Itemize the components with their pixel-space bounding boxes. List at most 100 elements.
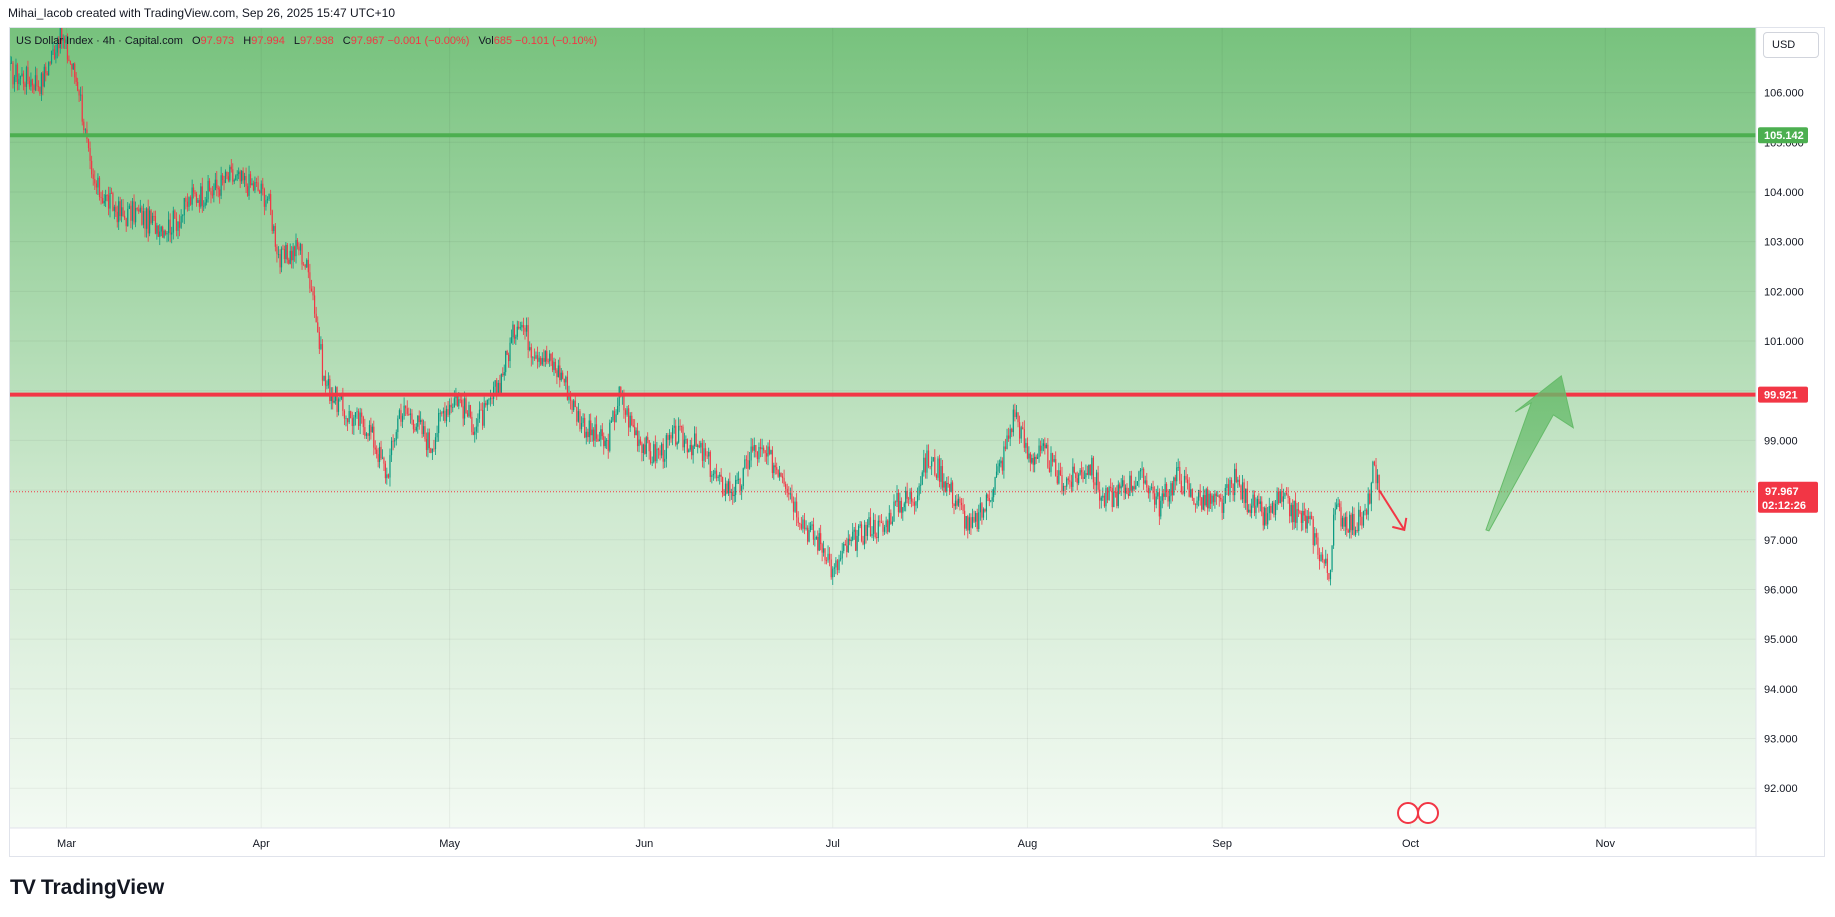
candle-body: [430, 448, 432, 453]
candle-body: [207, 180, 209, 200]
candle-body: [257, 182, 259, 191]
candle-body: [998, 463, 1001, 467]
candle: [729, 472, 731, 502]
candle-body: [719, 474, 721, 477]
candle: [149, 206, 151, 237]
candle: [1011, 427, 1013, 438]
candle-body: [645, 437, 647, 454]
candle-body: [849, 538, 851, 541]
candle-body: [417, 415, 419, 427]
candle: [585, 426, 587, 445]
candle-body: [609, 422, 611, 451]
candle-body: [1079, 470, 1081, 475]
candle: [295, 233, 297, 264]
candle: [462, 398, 464, 427]
candle-body: [656, 448, 658, 462]
candle-body: [182, 215, 184, 217]
candle-body: [118, 201, 120, 223]
candle: [571, 399, 573, 415]
candle: [924, 453, 926, 479]
candle: [72, 62, 74, 70]
candle: [871, 526, 873, 539]
candle-body: [1318, 554, 1321, 562]
candle: [982, 507, 985, 521]
time-tick-label: Jul: [826, 838, 840, 850]
candle: [153, 210, 155, 222]
candle-body: [1000, 460, 1002, 464]
candle: [1264, 506, 1266, 530]
candle: [722, 476, 724, 498]
candle-body: [1340, 507, 1342, 527]
candle: [1211, 493, 1213, 512]
candle: [1053, 455, 1055, 463]
candle: [1350, 512, 1352, 539]
price-chart[interactable]: Mar Apr May Jun Jul Aug Sep Oct Nov 106.000105.0…: [10, 28, 1825, 857]
candle: [1249, 503, 1251, 517]
candle: [636, 422, 639, 452]
candle: [417, 415, 419, 434]
candle-body: [62, 38, 64, 41]
candle-body: [789, 493, 791, 495]
candle-body: [106, 195, 108, 196]
candle: [1252, 490, 1254, 508]
candle: [147, 199, 149, 242]
candle: [186, 193, 189, 212]
candle-body: [742, 468, 744, 487]
candle-body: [25, 67, 28, 87]
candle: [436, 425, 438, 442]
candle: [905, 486, 907, 512]
tradingview-mark-icon: TV: [10, 876, 36, 899]
candle: [932, 457, 934, 462]
candle-body: [441, 412, 443, 414]
candle: [1193, 497, 1195, 506]
candle: [1366, 508, 1368, 520]
candle: [802, 515, 804, 533]
candle: [557, 359, 559, 378]
candle: [991, 489, 993, 509]
candle: [1094, 477, 1096, 494]
candle: [597, 434, 599, 443]
candle-body: [965, 516, 967, 529]
candle-body: [1042, 443, 1044, 446]
currency-button[interactable]: USD: [1763, 32, 1819, 58]
chart-frame[interactable]: Mar Apr May Jun Jul Aug Sep Oct Nov 106.000 105.0…: [9, 27, 1825, 857]
candle: [303, 261, 305, 266]
candle-body: [339, 398, 341, 400]
tradingview-logo[interactable]: TV TradingView: [10, 876, 164, 900]
candle-body: [499, 382, 501, 393]
candle-body: [436, 433, 438, 438]
candle-body: [49, 62, 51, 64]
candle-body: [1284, 493, 1286, 497]
candle: [374, 440, 376, 454]
candle-body: [1322, 554, 1324, 560]
candle: [686, 438, 688, 459]
candle-body: [777, 469, 779, 477]
candle: [348, 404, 350, 425]
candle: [844, 539, 846, 546]
candle-body: [692, 445, 694, 456]
candle: [929, 466, 931, 470]
candle: [789, 487, 791, 500]
candle-body: [612, 411, 614, 421]
candle-body: [453, 398, 455, 408]
candle-body: [1271, 502, 1273, 513]
candle: [1154, 486, 1156, 512]
candle: [248, 165, 250, 200]
candle-body: [394, 440, 396, 442]
candle: [242, 167, 244, 184]
candle-body: [252, 183, 255, 191]
candle: [241, 170, 243, 184]
candle: [257, 175, 259, 192]
candle: [906, 482, 908, 504]
candle: [691, 437, 693, 460]
candle: [53, 45, 56, 60]
candle: [714, 467, 716, 479]
candle: [500, 373, 502, 395]
candle: [25, 65, 28, 95]
candle: [210, 187, 212, 204]
candle-body: [821, 544, 823, 553]
candle: [672, 425, 674, 446]
candle: [214, 172, 216, 191]
candle: [700, 440, 702, 454]
candle-body: [554, 361, 557, 371]
